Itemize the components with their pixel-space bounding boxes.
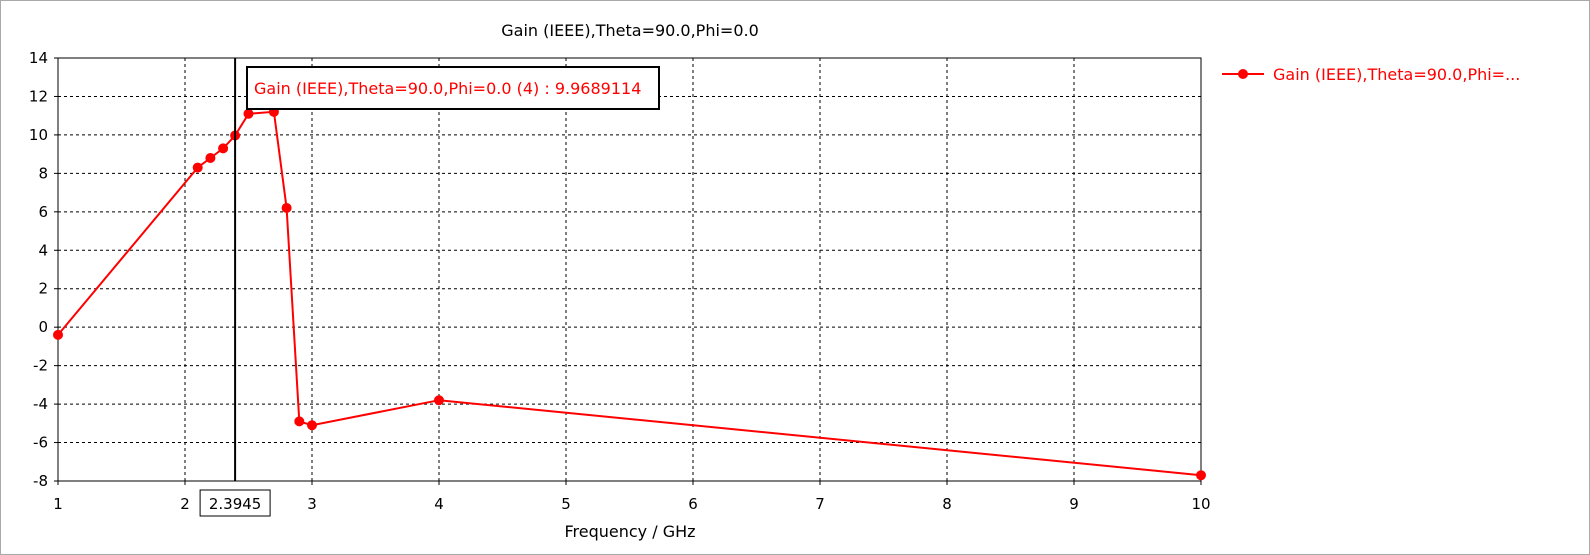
x-tick-label: 2 <box>180 495 190 513</box>
plot-border <box>57 57 1202 482</box>
series-layer <box>53 106 1206 481</box>
y-tick-label: 10 <box>29 126 48 144</box>
data-point[interactable] <box>281 202 292 213</box>
data-point[interactable] <box>243 108 254 119</box>
data-point[interactable] <box>53 329 63 340</box>
x-tick-label: 4 <box>434 495 444 513</box>
legend-label: Gain (IEEE),Theta=90.0,Phi=... <box>1273 65 1520 84</box>
data-point[interactable] <box>307 420 317 431</box>
x-tick-label: 7 <box>815 495 825 513</box>
y-tick-label: 4 <box>38 241 48 259</box>
y-tick-label: 12 <box>29 87 48 105</box>
x-tick-label: 10 <box>1191 495 1210 513</box>
y-tick-label: -6 <box>33 434 48 452</box>
data-point[interactable] <box>205 152 216 163</box>
marker-x-box <box>199 489 271 517</box>
legend-marker <box>1238 69 1248 79</box>
y-tick-label: 6 <box>38 203 48 221</box>
x-tick-label: 9 <box>1069 495 1079 513</box>
y-tick-label: 14 <box>29 49 48 67</box>
y-tick-label: -4 <box>33 395 48 413</box>
data-point[interactable] <box>294 416 305 427</box>
x-tick-label: 5 <box>561 495 571 513</box>
marker-x-label: 2.3945 <box>199 489 271 517</box>
data-point[interactable] <box>218 143 229 154</box>
data-point[interactable] <box>192 162 203 173</box>
marker-annotation: Gain (IEEE),Theta=90.0,Phi=0.0 (4) : 9.9… <box>246 66 660 110</box>
x-axis-label: Frequency / GHz <box>564 522 695 541</box>
data-point[interactable] <box>434 395 444 406</box>
data-point[interactable] <box>1196 470 1206 481</box>
x-tick-label: 1 <box>53 495 63 513</box>
chart-title: Gain (IEEE),Theta=90.0,Phi=0.0 <box>501 21 759 40</box>
x-tick-label: 8 <box>942 495 952 513</box>
y-tick-label: 0 <box>38 318 48 336</box>
legend[interactable]: Gain (IEEE),Theta=90.0,Phi=... <box>1222 65 1520 84</box>
y-tick-label: -2 <box>33 357 48 375</box>
marker-layer: 2.3945 Gain (IEEE),Theta=90.0,Phi=0.0 (4)… <box>199 58 660 517</box>
y-tick-label: 2 <box>38 280 48 298</box>
x-tick-label: 3 <box>307 495 317 513</box>
marker-x-value: 2.3945 <box>209 495 262 513</box>
y-tick-label: 8 <box>38 164 48 182</box>
y-tick-label: -8 <box>33 472 48 490</box>
annotation-box <box>246 66 660 110</box>
x-tick-label: 6 <box>688 495 698 513</box>
annotation-text: Gain (IEEE),Theta=90.0,Phi=0.0 (4) : 9.9… <box>254 79 641 98</box>
